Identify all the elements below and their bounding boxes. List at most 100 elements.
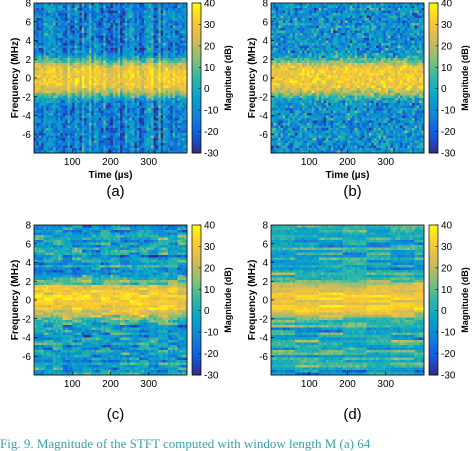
x-tick-label: 100 — [301, 157, 318, 168]
colorbar-tick-label: 20 — [204, 263, 216, 274]
y-tick-label: -2 — [259, 314, 268, 325]
colorbar-tick-label: 0 — [204, 84, 210, 95]
y-tick-label: -4 — [22, 333, 31, 344]
y-tick-label: 4 — [262, 258, 268, 269]
y-tick-label: 6 — [262, 17, 268, 28]
colorbar-tick-label: 30 — [441, 20, 453, 31]
colorbar-tick-label: 30 — [204, 242, 216, 253]
y-tick-label: 8 — [262, 221, 268, 232]
figure-caption: Fig. 9. Magnitude of the STFT computed w… — [0, 436, 474, 451]
colorbar-tick-label: -30 — [441, 149, 456, 160]
colorbar-tick-label: -20 — [441, 127, 456, 138]
spectrogram-heatmap — [271, 225, 424, 375]
y-tick-label: 8 — [262, 0, 268, 10]
colorbar-tick-label: 10 — [204, 63, 216, 74]
x-tick-label: 100 — [64, 379, 81, 390]
y-tick-label: 2 — [262, 55, 268, 66]
spectrogram-heatmap — [34, 3, 187, 153]
y-tick-label: 8 — [25, 0, 31, 10]
x-tick-label: 300 — [377, 379, 394, 390]
colorbar-tick-label: 30 — [441, 242, 453, 253]
y-tick-label: -6 — [259, 352, 268, 363]
y-tick-label: 2 — [262, 277, 268, 288]
colorbar: 40 30 20 10 0 -10 -20 -30 Magnitude (dB) — [192, 0, 233, 160]
y-tick-label: -6 — [22, 130, 31, 141]
y-tick-label: -2 — [22, 314, 31, 325]
colorbar-tick-label: -10 — [441, 328, 456, 339]
y-tick-label: 8 — [25, 221, 31, 232]
colorbar-tick-label: -10 — [204, 328, 219, 339]
y-tick-label: 2 — [25, 277, 31, 288]
y-axis-label: Frequency (MHz) — [10, 260, 21, 341]
y-tick-label: -4 — [259, 111, 268, 122]
colorbar-tick-label: -20 — [204, 349, 219, 360]
y-tick-label: 4 — [262, 36, 268, 47]
x-axis-label: Time (µs) — [89, 170, 133, 181]
colorbar: 40 30 20 10 0 -10 -20 -30 Magnitude (dB) — [192, 221, 233, 382]
y-tick-label: 2 — [25, 55, 31, 66]
colorbar-tick-label: 30 — [204, 20, 216, 31]
x-tick-label: 200 — [339, 379, 356, 390]
y-tick-label: -4 — [259, 333, 268, 344]
y-tick-label: 6 — [262, 239, 268, 250]
colorbar-label: Magnitude (dB) — [223, 45, 233, 111]
spectrogram-heatmap — [271, 3, 424, 153]
colorbar-tick-label: -20 — [441, 349, 456, 360]
colorbar-tick-label: 40 — [441, 221, 453, 232]
panel-label: (c) — [107, 406, 125, 423]
colorbar-label: Magnitude (dB) — [223, 267, 233, 333]
colorbar-tick-label: -10 — [441, 106, 456, 117]
x-tick-label: 200 — [339, 157, 356, 168]
x-tick-label: 200 — [102, 157, 119, 168]
colorbar-tick-label: -10 — [204, 106, 219, 117]
y-tick-label: -2 — [259, 92, 268, 103]
y-tick-label: -4 — [22, 111, 31, 122]
colorbar-tick-label: -20 — [204, 127, 219, 138]
colorbar: 40 30 20 10 0 -10 -20 -30 Magnitude (dB) — [429, 221, 470, 382]
x-tick-label: 300 — [140, 379, 157, 390]
colorbar-tick-label: 10 — [441, 285, 453, 296]
colorbar-tick-label: 20 — [441, 263, 453, 274]
colorbar: 40 30 20 10 0 -10 -20 -30 Magnitude (dB) — [429, 0, 470, 160]
x-tick-label: 100 — [64, 157, 81, 168]
y-tick-label: -2 — [22, 92, 31, 103]
colorbar-tick-label: 10 — [204, 285, 216, 296]
y-tick-label: 6 — [25, 17, 31, 28]
panel-label: (a) — [106, 183, 124, 200]
colorbar-tick-label: 0 — [204, 306, 210, 317]
y-tick-label: 4 — [25, 36, 31, 47]
y-axis-label: Frequency (MHz) — [247, 260, 258, 341]
y-tick-label: 0 — [25, 74, 31, 85]
colorbar-tick-label: -30 — [204, 371, 219, 382]
colorbar-label: Magnitude (dB) — [460, 45, 470, 111]
colorbar-tick-label: 0 — [441, 84, 447, 95]
y-tick-label: -6 — [22, 352, 31, 363]
x-tick-label: 100 — [301, 379, 318, 390]
y-axis-label: Frequency (MHz) — [10, 38, 21, 119]
spectrogram-heatmap — [34, 225, 187, 375]
panel-label: (b) — [343, 183, 361, 200]
y-tick-label: 0 — [25, 296, 31, 307]
colorbar-tick-label: 40 — [441, 0, 453, 10]
colorbar-label: Magnitude (dB) — [460, 267, 470, 333]
y-axis-label: Frequency (MHz) — [247, 38, 258, 119]
y-tick-label: -6 — [259, 130, 268, 141]
x-axis-label: Time (µs) — [326, 170, 370, 181]
x-tick-label: 300 — [377, 157, 394, 168]
y-tick-label: 0 — [262, 296, 268, 307]
y-tick-label: 4 — [25, 258, 31, 269]
colorbar-tick-label: 0 — [441, 306, 447, 317]
y-tick-label: 6 — [25, 239, 31, 250]
colorbar-tick-label: 20 — [441, 41, 453, 52]
x-tick-label: 300 — [140, 157, 157, 168]
colorbar-tick-label: -30 — [204, 149, 219, 160]
panel-label: (d) — [343, 406, 361, 423]
colorbar-tick-label: 20 — [204, 41, 216, 52]
colorbar-tick-label: 40 — [204, 0, 216, 10]
y-tick-label: 0 — [262, 74, 268, 85]
